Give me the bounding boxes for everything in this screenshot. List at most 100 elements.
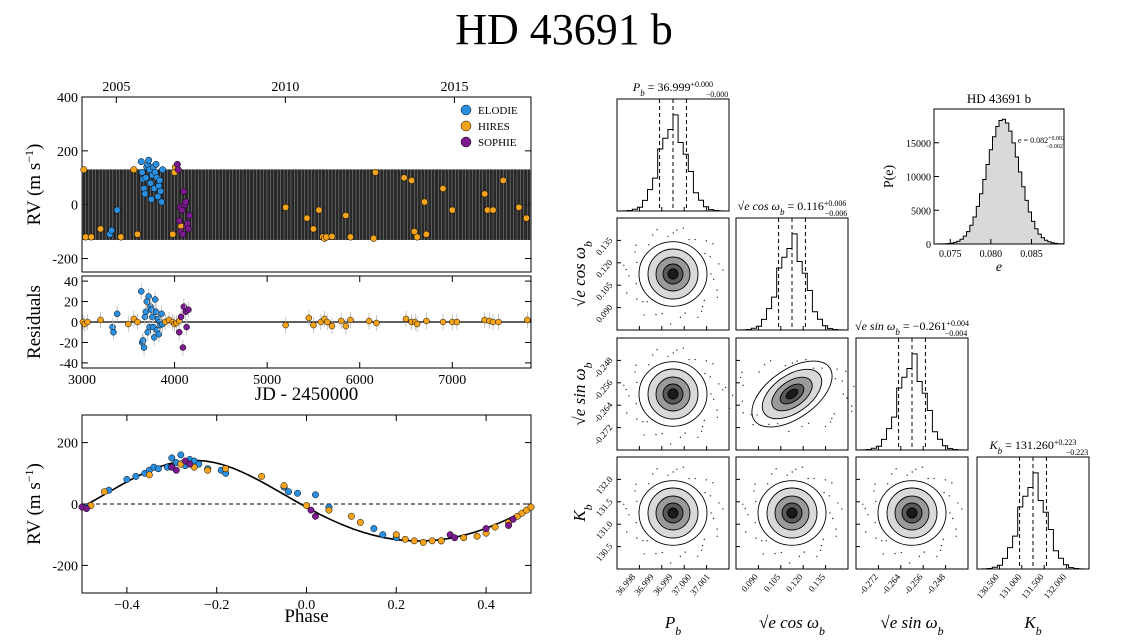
data-point-hires xyxy=(97,225,104,233)
sample-point xyxy=(828,495,830,497)
density-contour xyxy=(785,388,799,400)
sample-point xyxy=(944,479,947,481)
data-point-sophie xyxy=(182,198,190,206)
data-point-hires xyxy=(169,230,177,238)
sample-point xyxy=(647,244,650,246)
top-tick-label: 2005 xyxy=(102,80,130,95)
sample-point xyxy=(923,551,925,553)
sample-point xyxy=(704,252,706,255)
sample-point xyxy=(661,312,664,315)
sample-point xyxy=(842,393,844,395)
y-tick-label: 200 xyxy=(57,145,78,160)
phase-point-elodie xyxy=(312,491,319,499)
sample-point xyxy=(822,538,825,541)
sample-point xyxy=(626,292,628,294)
y-tick-label: 0 xyxy=(71,199,78,214)
data-point-elodie xyxy=(138,168,146,176)
corner-x-tick-label: 0.120 xyxy=(784,571,805,593)
sample-point xyxy=(679,316,682,319)
data-point-elodie xyxy=(137,158,145,166)
sample-point xyxy=(841,380,843,382)
phase-point-sophie xyxy=(186,460,194,468)
posterior-title-minus: −0.000 xyxy=(706,90,729,99)
sample-point xyxy=(712,243,714,245)
sample-point xyxy=(625,507,627,510)
sample-point xyxy=(731,394,734,397)
sample-point xyxy=(623,503,625,505)
data-point-hires xyxy=(481,190,489,198)
sample-point xyxy=(672,232,674,234)
sample-point xyxy=(750,414,752,416)
data-point-sophie xyxy=(178,206,186,214)
sample-point xyxy=(853,385,855,388)
phase-point-elodie xyxy=(370,525,378,533)
sample-point xyxy=(646,421,648,423)
residual-point-sophie xyxy=(185,306,192,313)
sample-point xyxy=(712,517,715,520)
residual-point-hires xyxy=(423,317,430,325)
corner-y-tick-label: -0.248 xyxy=(592,355,615,380)
data-point-hires xyxy=(515,203,523,211)
sample-point xyxy=(694,358,696,361)
y-tick-label: -200 xyxy=(52,253,78,268)
panel-rv_phase: -200 0 200 −0.4 −0.2 0.0 0.2 0.4 RV (m s−1) Phase xyxy=(22,414,535,627)
sample-point xyxy=(682,227,685,229)
sample-point xyxy=(918,555,921,558)
data-point-elodie xyxy=(159,166,166,174)
sample-point xyxy=(755,500,757,503)
residual-point-hires xyxy=(324,318,331,326)
sample-point xyxy=(949,512,951,514)
sample-point xyxy=(906,474,908,477)
sample-point xyxy=(845,370,847,373)
sample-point xyxy=(807,477,809,480)
sample-point xyxy=(851,410,853,413)
sample-point xyxy=(716,296,718,299)
sample-point xyxy=(761,539,763,542)
phase-point-hires xyxy=(347,512,355,520)
phase-point-hires xyxy=(460,534,468,542)
corner-y-axis-label-2: √e sin ωb xyxy=(570,362,595,425)
data-point-elodie xyxy=(147,195,155,203)
sample-point xyxy=(635,364,637,366)
sample-point xyxy=(623,264,625,266)
data-point-hires xyxy=(303,214,311,222)
sample-point xyxy=(739,376,742,379)
residual-point-hires xyxy=(495,318,502,326)
legend-marker-elodie xyxy=(460,104,472,116)
sample-point xyxy=(829,421,832,423)
corner-x-tick-label: 130.500 xyxy=(974,571,1001,600)
sample-point xyxy=(754,483,756,485)
posterior-title-minus: −0.006 xyxy=(825,209,848,218)
sample-point xyxy=(635,521,637,524)
sample-point xyxy=(961,508,963,510)
residual-point-hires xyxy=(524,316,531,324)
phase-point-sophie xyxy=(482,525,490,533)
figure-title: HD 43691 b xyxy=(455,5,673,54)
sample-point xyxy=(744,507,746,510)
phase-point-sophie xyxy=(505,522,512,529)
sample-point xyxy=(679,436,682,439)
sample-point xyxy=(635,244,637,246)
sample-point xyxy=(682,347,685,349)
data-point-hires xyxy=(522,214,530,222)
phase-point-hires xyxy=(410,537,418,545)
data-point-elodie xyxy=(113,206,121,214)
sample-point xyxy=(874,521,876,524)
sample-point xyxy=(669,562,672,564)
y-tick-label: 0 xyxy=(926,240,931,251)
y-axis-label: RV (m s−1) xyxy=(22,463,45,545)
posterior-title: √e sin ωb = −0.261+0.004 xyxy=(855,319,969,338)
corner-cell-3-1 xyxy=(735,456,849,570)
sample-point xyxy=(894,552,896,555)
legend-marker-hires xyxy=(460,120,472,132)
x-tick-label: 4000 xyxy=(161,373,189,388)
y-tick-label: 10000 xyxy=(906,173,931,184)
sample-point xyxy=(882,553,884,555)
sample-point xyxy=(704,491,706,494)
density-contour xyxy=(667,388,679,400)
x-tick-label: −0.4 xyxy=(114,598,139,613)
sample-point xyxy=(703,299,706,302)
sample-point xyxy=(758,371,760,373)
phase-point-hires xyxy=(258,472,266,480)
sample-point xyxy=(722,389,724,391)
